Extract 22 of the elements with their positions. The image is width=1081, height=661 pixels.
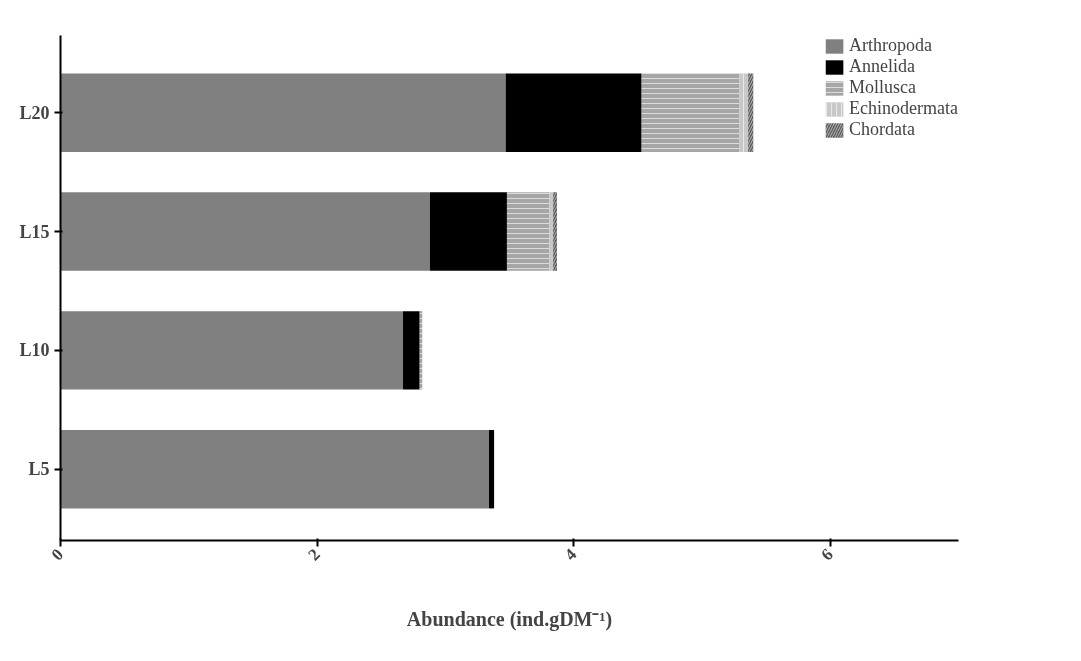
y-tick-label: L10 [19,340,50,361]
bar [60,73,506,152]
y-tick-label: L5 [28,459,50,480]
bar [429,192,507,271]
bar [60,311,404,390]
bar [488,429,495,509]
x-axis-title: Abundance (ind.gDM⁻¹) [406,608,613,632]
legend-label: Echinodermata [849,98,958,119]
x-tick-label: 0 [47,544,68,565]
x-tick-label: 2 [304,544,324,565]
bar [505,73,642,152]
x-tick-label: 6 [817,544,837,565]
y-tick-label: L15 [19,221,50,242]
legend-label: Annelida [849,56,916,77]
bar [60,192,430,271]
legend-label: Arthropoda [849,35,933,56]
y-tick-label: L20 [19,102,50,123]
legend-label: Mollusca [849,77,917,98]
x-tick-label: 4 [560,544,581,565]
bar [60,429,489,509]
bar [403,311,420,390]
legend-label: Chordata [849,119,916,140]
